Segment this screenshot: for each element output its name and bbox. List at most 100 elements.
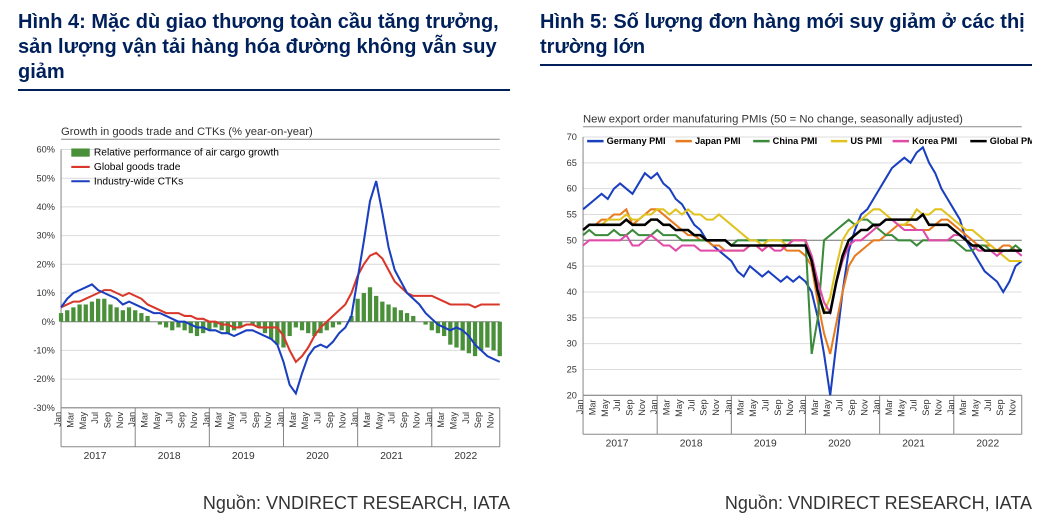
svg-text:Jul: Jul <box>983 399 993 411</box>
svg-text:Mar: Mar <box>662 399 672 415</box>
svg-text:2018: 2018 <box>158 451 181 462</box>
svg-text:Jan: Jan <box>872 399 882 414</box>
svg-text:2019: 2019 <box>232 451 255 462</box>
svg-text:Nov: Nov <box>189 412 199 429</box>
svg-text:Sep: Sep <box>177 412 187 428</box>
svg-text:Jan: Jan <box>575 399 585 414</box>
svg-text:Korea PMI: Korea PMI <box>912 136 957 146</box>
svg-text:Jul: Jul <box>909 399 919 411</box>
svg-text:Mar: Mar <box>736 399 746 415</box>
svg-text:Sep: Sep <box>773 399 783 415</box>
svg-text:60: 60 <box>567 184 577 194</box>
svg-text:Jul: Jul <box>612 399 622 411</box>
svg-text:55: 55 <box>567 210 577 220</box>
svg-text:25: 25 <box>567 365 577 375</box>
svg-text:0%: 0% <box>42 317 55 327</box>
svg-text:Jan: Jan <box>53 412 63 427</box>
svg-text:Mar: Mar <box>958 399 968 415</box>
svg-text:Jul: Jul <box>760 399 770 411</box>
left-chart-svg: Growth in goods trade and CTKs (% year-o… <box>18 99 510 487</box>
svg-text:Japan PMI: Japan PMI <box>695 136 741 146</box>
svg-text:Industry-wide CTKs: Industry-wide CTKs <box>94 176 183 187</box>
svg-text:Mar: Mar <box>140 412 150 428</box>
svg-text:Mar: Mar <box>362 412 372 428</box>
right-source: Nguồn: VNDIRECT RESEARCH, IATA <box>540 493 1032 514</box>
right-chart-svg: New export order manufaturing PMIs (50 =… <box>540 74 1032 487</box>
svg-text:May: May <box>374 412 384 430</box>
svg-text:Mar: Mar <box>288 412 298 428</box>
svg-text:New export order manufaturing: New export order manufaturing PMIs (50 =… <box>583 114 963 126</box>
svg-text:Jul: Jul <box>238 412 248 424</box>
right-panel: Hình 5: Số lượng đơn hàng mới suy giảm ở… <box>540 10 1032 514</box>
svg-text:Growth in goods trade and CTKs: Growth in goods trade and CTKs (% year-o… <box>61 126 313 138</box>
svg-text:2021: 2021 <box>902 439 925 450</box>
svg-text:May: May <box>896 399 906 417</box>
svg-text:May: May <box>78 412 88 430</box>
svg-text:70: 70 <box>567 132 577 142</box>
svg-text:Nov: Nov <box>859 399 869 416</box>
svg-text:65: 65 <box>567 158 577 168</box>
svg-text:Jul: Jul <box>835 399 845 411</box>
svg-text:Nov: Nov <box>785 399 795 416</box>
svg-text:Jan: Jan <box>127 412 137 427</box>
svg-text:Jul: Jul <box>313 412 323 424</box>
left-title: Hình 4: Mặc dù giao thương toàn cầu tăng… <box>18 10 510 91</box>
svg-text:Jan: Jan <box>946 399 956 414</box>
svg-text:2022: 2022 <box>454 451 477 462</box>
svg-text:Mar: Mar <box>214 412 224 428</box>
svg-text:Nov: Nov <box>411 412 421 429</box>
svg-text:Relative performance of air ca: Relative performance of air cargo growth <box>94 148 279 159</box>
svg-text:Nov: Nov <box>933 399 943 416</box>
page: Hình 4: Mặc dù giao thương toàn cầu tăng… <box>0 0 1050 524</box>
svg-text:Mar: Mar <box>436 412 446 428</box>
svg-text:Sep: Sep <box>473 412 483 428</box>
svg-text:Sep: Sep <box>921 399 931 415</box>
svg-text:2018: 2018 <box>680 439 703 450</box>
svg-text:Mar: Mar <box>65 412 75 428</box>
svg-text:50%: 50% <box>36 173 54 183</box>
svg-text:30%: 30% <box>36 231 54 241</box>
svg-text:Jul: Jul <box>164 412 174 424</box>
svg-text:Nov: Nov <box>115 412 125 429</box>
svg-text:May: May <box>970 399 980 417</box>
svg-text:2021: 2021 <box>380 451 403 462</box>
svg-text:May: May <box>152 412 162 430</box>
svg-text:Sep: Sep <box>399 412 409 428</box>
svg-text:May: May <box>600 399 610 417</box>
svg-text:2020: 2020 <box>306 451 329 462</box>
svg-text:May: May <box>226 412 236 430</box>
svg-text:May: May <box>448 412 458 430</box>
svg-text:Nov: Nov <box>337 412 347 429</box>
svg-text:35: 35 <box>567 313 577 323</box>
svg-text:Sep: Sep <box>847 399 857 415</box>
right-title: Hình 5: Số lượng đơn hàng mới suy giảm ở… <box>540 10 1032 66</box>
svg-text:2017: 2017 <box>84 451 107 462</box>
svg-text:Nov: Nov <box>486 412 496 429</box>
svg-text:10%: 10% <box>36 288 54 298</box>
svg-text:Jul: Jul <box>387 412 397 424</box>
svg-text:-20%: -20% <box>33 374 55 384</box>
svg-text:Sep: Sep <box>699 399 709 415</box>
right-chart: New export order manufaturing PMIs (50 =… <box>540 74 1032 487</box>
svg-text:40%: 40% <box>36 202 54 212</box>
left-chart: Growth in goods trade and CTKs (% year-o… <box>18 99 510 487</box>
svg-text:China PMI: China PMI <box>773 136 818 146</box>
svg-text:Germany PMI: Germany PMI <box>607 136 666 146</box>
svg-text:50: 50 <box>567 235 577 245</box>
left-panel: Hình 4: Mặc dù giao thương toàn cầu tăng… <box>18 10 510 514</box>
svg-text:Mar: Mar <box>587 399 597 415</box>
svg-text:Sep: Sep <box>624 399 634 415</box>
svg-text:May: May <box>822 399 832 417</box>
svg-text:Nov: Nov <box>637 399 647 416</box>
svg-text:Jan: Jan <box>797 399 807 414</box>
svg-text:-30%: -30% <box>33 403 55 413</box>
svg-text:Jan: Jan <box>649 399 659 414</box>
svg-text:Sep: Sep <box>325 412 335 428</box>
svg-text:Jan: Jan <box>201 412 211 427</box>
svg-text:-10%: -10% <box>33 345 55 355</box>
svg-text:Jan: Jan <box>350 412 360 427</box>
svg-text:Mar: Mar <box>810 399 820 415</box>
svg-text:60%: 60% <box>36 145 54 155</box>
svg-text:Jul: Jul <box>90 412 100 424</box>
svg-text:30: 30 <box>567 339 577 349</box>
